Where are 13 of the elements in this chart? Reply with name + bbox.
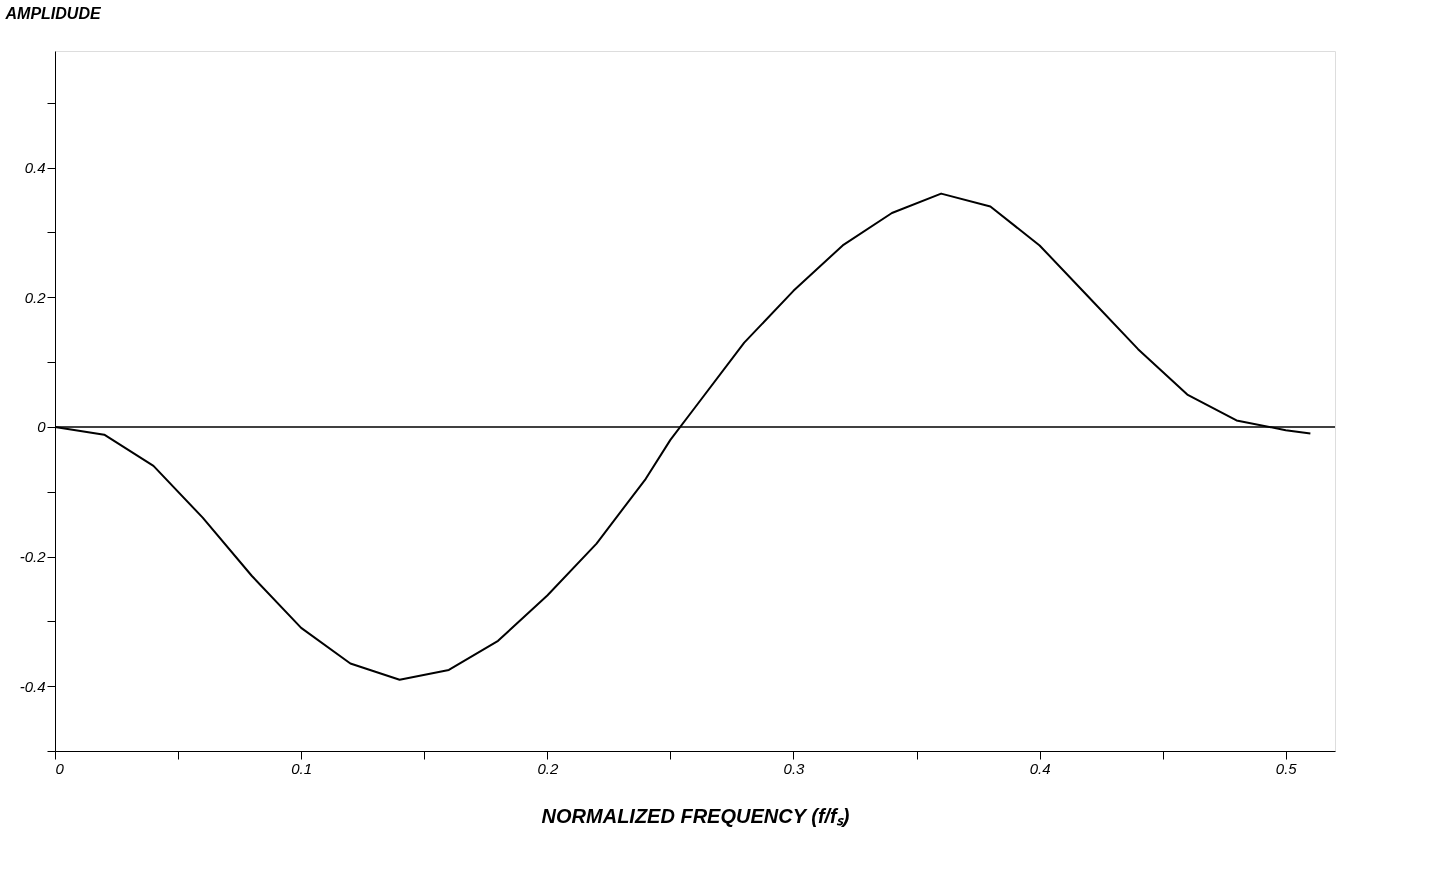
x-tick-label: 0 bbox=[55, 759, 65, 777]
x-tick-label: 0.3 bbox=[783, 759, 806, 777]
y-tick-label: -0.4 bbox=[19, 677, 46, 695]
y-tick-label: 0.4 bbox=[24, 159, 46, 177]
x-tick-label: 0.5 bbox=[1275, 759, 1298, 777]
y-tick-label: 0 bbox=[37, 418, 47, 436]
x-tick-label: 0.4 bbox=[1029, 759, 1051, 777]
x-tick-label: 0.2 bbox=[537, 759, 559, 777]
x-tick-label: 0.1 bbox=[291, 759, 313, 777]
y-tick-label: -0.2 bbox=[19, 548, 47, 566]
y-axis-title: AMPLIDUDE bbox=[4, 4, 102, 22]
x-axis-title: NORMALIZED FREQUENCY (f/fₛ) bbox=[541, 804, 850, 827]
y-tick-label: 0.2 bbox=[24, 288, 47, 306]
